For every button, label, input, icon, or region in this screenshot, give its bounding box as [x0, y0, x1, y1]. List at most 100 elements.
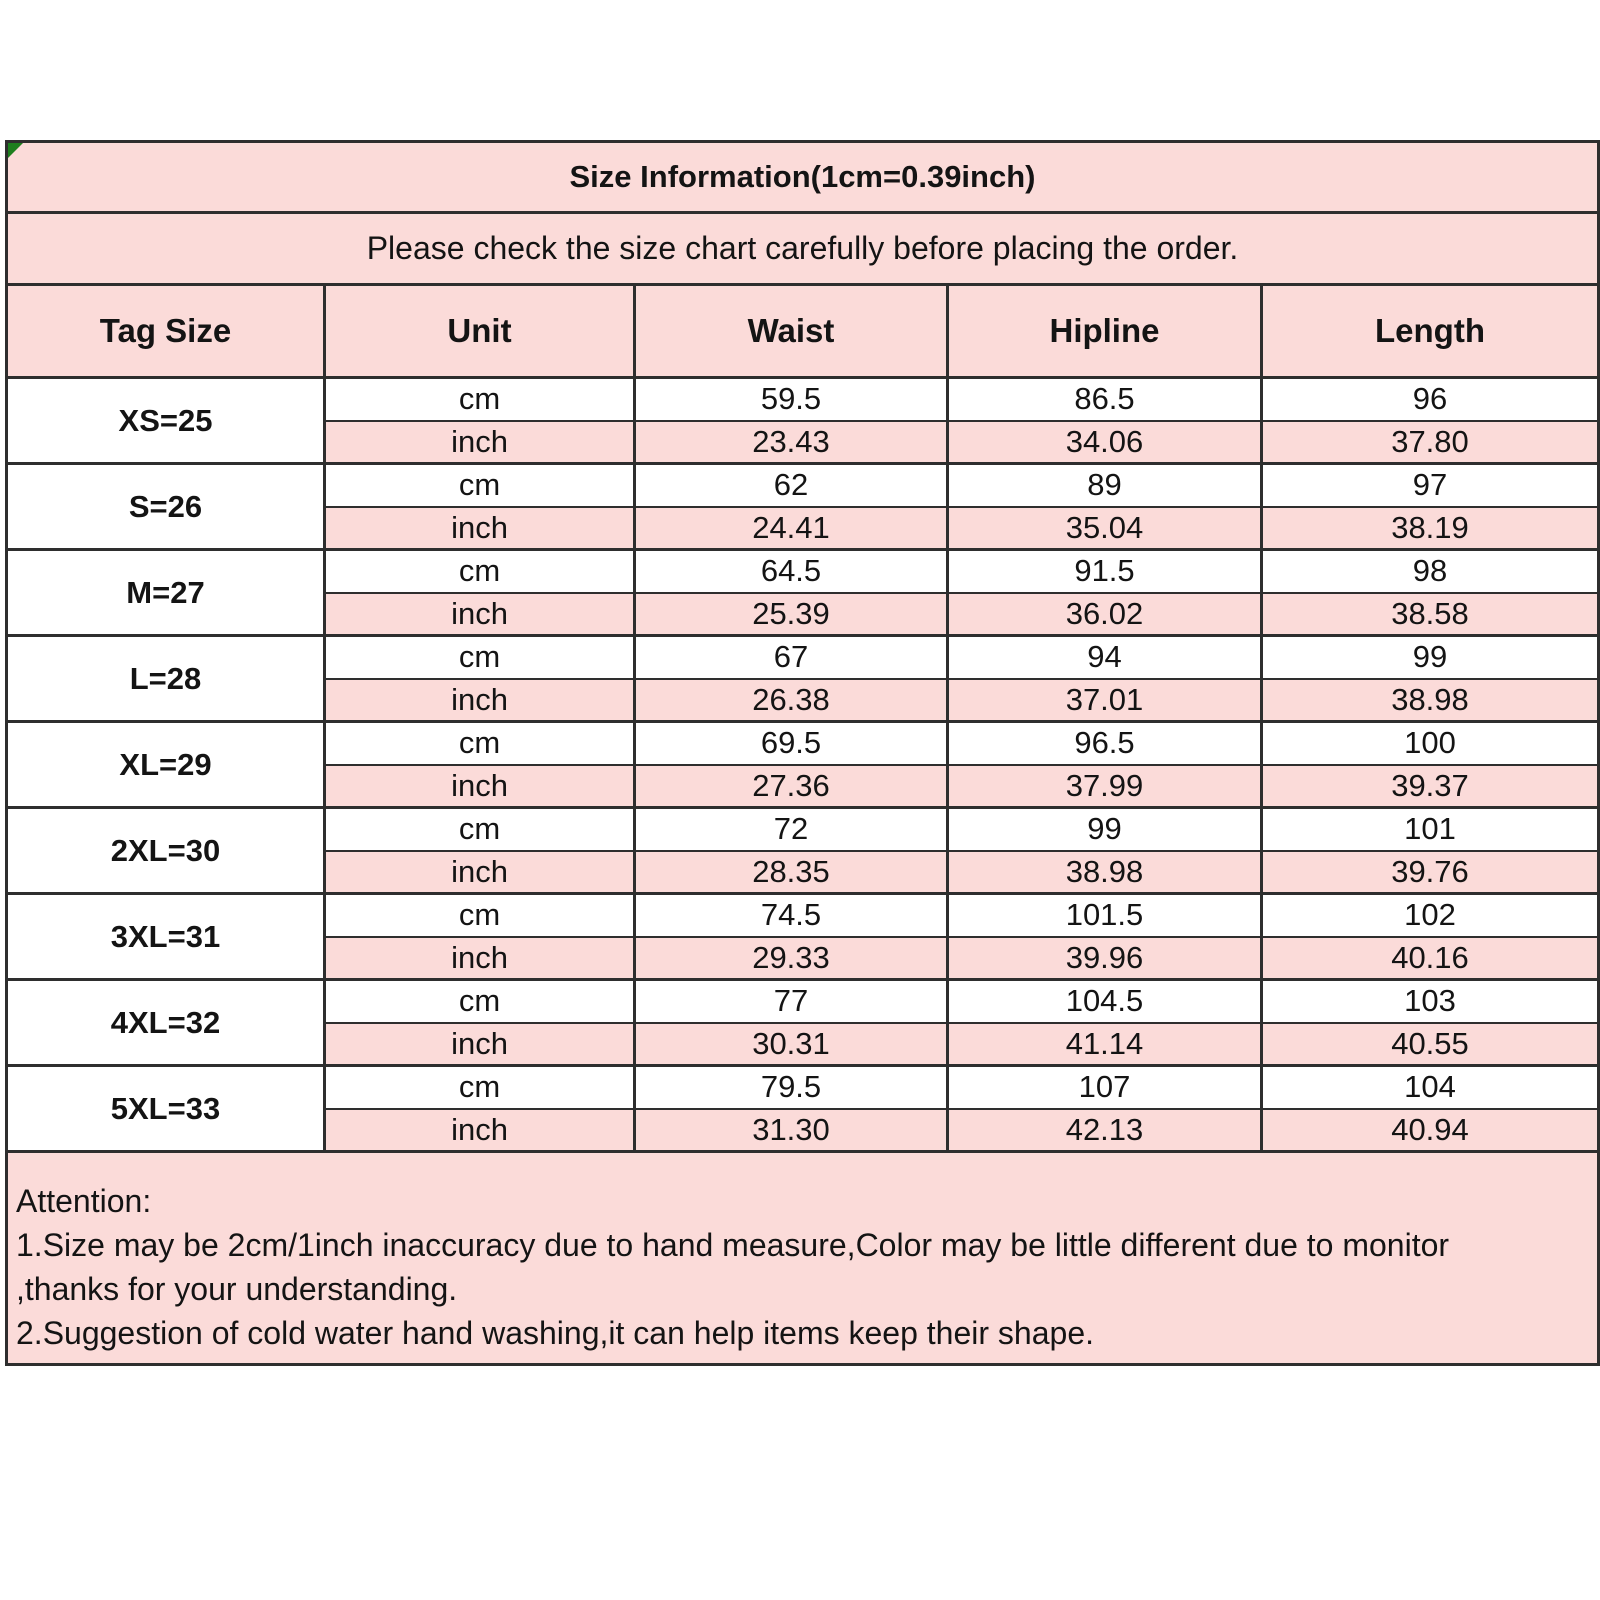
length-value-cell: 104 [1260, 1064, 1600, 1110]
attention-line-1: 1.Size may be 2cm/1inch inaccuracy due t… [16, 1227, 1450, 1263]
waist-value-cell: 28.35 [633, 849, 949, 895]
waist-value-cell: 29.33 [633, 935, 949, 981]
unit-cell: cm [323, 806, 636, 852]
title-row: Size Information(1cm=0.39inch) [5, 140, 1600, 214]
tag-size-cell: 5XL=33 [5, 1064, 326, 1153]
length-value-cell: 99 [1260, 634, 1600, 680]
hipline-value-cell: 107 [946, 1064, 1263, 1110]
size-row-cm: 4XL=32 cm 77 104.5 103 [5, 978, 1600, 1067]
length-value-cell: 96 [1260, 376, 1600, 422]
length-value-cell: 103 [1260, 978, 1600, 1024]
unit-cell: inch [323, 677, 636, 723]
size-row-inch: inch 31.30 42.13 40.94 [7, 1107, 1600, 1153]
length-value-cell: 40.16 [1260, 935, 1600, 981]
length-value-cell: 39.76 [1260, 849, 1600, 895]
size-row-inch: inch 26.38 37.01 38.98 [7, 677, 1600, 723]
waist-value-cell: 23.43 [633, 419, 949, 465]
size-row-inch: inch 24.41 35.04 38.19 [7, 505, 1600, 551]
subtitle-row: Please check the size chart carefully be… [5, 211, 1600, 286]
column-header-waist: Waist [633, 283, 949, 379]
unit-cell: inch [323, 1021, 636, 1067]
waist-value-cell: 30.31 [633, 1021, 949, 1067]
hipline-value-cell: 36.02 [946, 591, 1263, 637]
waist-value-cell: 72 [633, 806, 949, 852]
column-header-tag-size: Tag Size [5, 283, 326, 379]
hipline-value-cell: 96.5 [946, 720, 1263, 766]
tag-size-cell: M=27 [5, 548, 326, 637]
page-subtitle: Please check the size chart carefully be… [5, 211, 1600, 286]
column-header-unit: Unit [323, 283, 636, 379]
hipline-value-cell: 42.13 [946, 1107, 1263, 1153]
waist-value-cell: 64.5 [633, 548, 949, 594]
size-row-cm: M=27 cm 64.5 91.5 98 [5, 548, 1600, 637]
unit-cell: inch [323, 935, 636, 981]
hipline-value-cell: 104.5 [946, 978, 1263, 1024]
size-row-inch: inch 28.35 38.98 39.76 [7, 849, 1600, 895]
unit-cell: cm [323, 462, 636, 508]
waist-value-cell: 79.5 [633, 1064, 949, 1110]
attention-section: Attention: 1.Size may be 2cm/1inch inacc… [5, 1150, 1600, 1366]
waist-value-cell: 62 [633, 462, 949, 508]
tag-size-cell: L=28 [5, 634, 326, 723]
length-value-cell: 97 [1260, 462, 1600, 508]
unit-cell: cm [323, 548, 636, 594]
unit-cell: cm [323, 634, 636, 680]
size-table: Size Information(1cm=0.39inch) Please ch… [5, 140, 1600, 1366]
hipline-value-cell: 39.96 [946, 935, 1263, 981]
size-row-cm: 5XL=33 cm 79.5 107 104 [5, 1064, 1600, 1153]
green-corner-triangle-icon [8, 143, 23, 158]
length-value-cell: 37.80 [1260, 419, 1600, 465]
waist-value-cell: 69.5 [633, 720, 949, 766]
unit-cell: cm [323, 720, 636, 766]
size-row-inch: inch 29.33 39.96 40.16 [7, 935, 1600, 981]
tag-size-cell: 2XL=30 [5, 806, 326, 895]
waist-value-cell: 31.30 [633, 1107, 949, 1153]
hipline-value-cell: 37.99 [946, 763, 1263, 809]
header-row: Tag Size Unit Waist Hipline Length [5, 283, 1600, 379]
length-value-cell: 39.37 [1260, 763, 1600, 809]
waist-value-cell: 24.41 [633, 505, 949, 551]
unit-cell: inch [323, 763, 636, 809]
size-rows-body: XS=25 cm 59.5 86.5 96 inch 23.43 34.06 37.80 S=26… [5, 376, 1600, 1153]
unit-cell: inch [323, 1107, 636, 1153]
size-row-cm: 3XL=31 cm 74.5 101.5 102 [5, 892, 1600, 981]
length-value-cell: 100 [1260, 720, 1600, 766]
unit-cell: cm [323, 1064, 636, 1110]
column-header-length: Length [1260, 283, 1600, 379]
size-row-cm: XL=29 cm 69.5 96.5 100 [5, 720, 1600, 809]
unit-cell: inch [323, 505, 636, 551]
size-row-cm: 2XL=30 cm 72 99 101 [5, 806, 1600, 895]
tag-size-cell: S=26 [5, 462, 326, 551]
unit-cell: cm [323, 376, 636, 422]
tag-size-cell: XL=29 [5, 720, 326, 809]
length-value-cell: 40.94 [1260, 1107, 1600, 1153]
size-row-inch: inch 23.43 34.06 37.80 [7, 419, 1600, 465]
length-value-cell: 40.55 [1260, 1021, 1600, 1067]
attention-line-2: ,thanks for your understanding. [16, 1271, 458, 1307]
length-value-cell: 102 [1260, 892, 1600, 938]
size-row-cm: L=28 cm 67 94 99 [5, 634, 1600, 723]
length-value-cell: 38.19 [1260, 505, 1600, 551]
size-row-cm: XS=25 cm 59.5 86.5 96 [5, 376, 1600, 465]
waist-value-cell: 67 [633, 634, 949, 680]
length-value-cell: 38.58 [1260, 591, 1600, 637]
waist-value-cell: 77 [633, 978, 949, 1024]
hipline-value-cell: 41.14 [946, 1021, 1263, 1067]
length-value-cell: 101 [1260, 806, 1600, 852]
unit-cell: cm [323, 978, 636, 1024]
unit-cell: inch [323, 849, 636, 895]
tag-size-cell: 4XL=32 [5, 978, 326, 1067]
attention-line-3: 2.Suggestion of cold water hand washing,… [16, 1315, 1094, 1351]
hipline-value-cell: 38.98 [946, 849, 1263, 895]
hipline-value-cell: 86.5 [946, 376, 1263, 422]
tag-size-cell: XS=25 [5, 376, 326, 465]
page-title: Size Information(1cm=0.39inch) [5, 140, 1600, 214]
waist-value-cell: 26.38 [633, 677, 949, 723]
hipline-value-cell: 34.06 [946, 419, 1263, 465]
hipline-value-cell: 94 [946, 634, 1263, 680]
waist-value-cell: 27.36 [633, 763, 949, 809]
attention-row: Attention: 1.Size may be 2cm/1inch inacc… [5, 1150, 1600, 1366]
length-value-cell: 38.98 [1260, 677, 1600, 723]
hipline-value-cell: 99 [946, 806, 1263, 852]
